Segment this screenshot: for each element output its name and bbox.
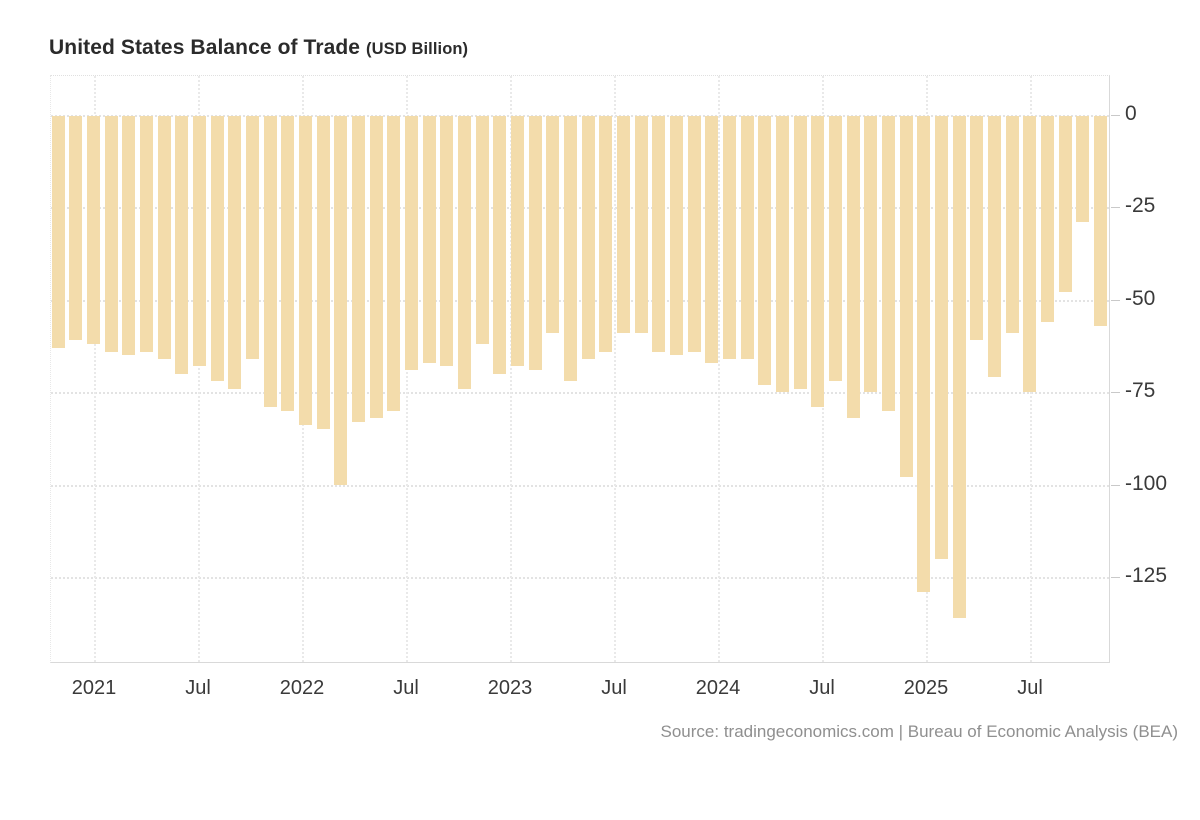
bar[interactable] [387, 116, 401, 411]
y-axis-tick-mark [1111, 207, 1120, 209]
bar[interactable] [139, 116, 153, 352]
bar[interactable] [546, 116, 560, 334]
bar[interactable] [952, 116, 966, 618]
bar[interactable] [687, 116, 701, 352]
h-gridline [51, 484, 1109, 487]
bar[interactable] [758, 116, 772, 385]
bar[interactable] [1023, 116, 1037, 393]
bar[interactable] [86, 116, 100, 345]
y-axis-tick-mark [1111, 392, 1120, 394]
bar[interactable] [793, 116, 807, 389]
bar[interactable] [616, 116, 630, 334]
bar[interactable] [316, 116, 330, 430]
v-gridline [94, 76, 96, 662]
bar[interactable] [157, 116, 171, 359]
x-axis-tick-label: Jul [601, 677, 627, 699]
bar[interactable] [457, 116, 471, 389]
v-gridline [198, 76, 200, 662]
bar[interactable] [652, 116, 666, 352]
y-axis-tick-label: -25 [1125, 194, 1156, 218]
bar[interactable] [722, 116, 736, 359]
bar[interactable] [1058, 116, 1072, 293]
bar[interactable] [740, 116, 754, 359]
bar[interactable] [51, 116, 65, 348]
bar[interactable] [705, 116, 719, 363]
x-axis-tick-label: Jul [1017, 677, 1043, 699]
bar[interactable] [917, 116, 931, 592]
h-gridline [51, 115, 1109, 117]
bar[interactable] [192, 116, 206, 367]
bar[interactable] [775, 116, 789, 393]
bar[interactable] [563, 116, 577, 382]
bar[interactable] [263, 116, 277, 407]
v-gridline [718, 76, 720, 662]
bar[interactable] [864, 116, 878, 393]
bar[interactable] [245, 116, 259, 359]
y-axis-tick-label: 0 [1125, 102, 1137, 126]
h-gridline [51, 577, 1109, 579]
bar[interactable] [210, 116, 224, 382]
bar[interactable] [334, 116, 348, 485]
y-axis-tick-mark [1111, 484, 1120, 486]
bar[interactable] [828, 116, 842, 382]
bar[interactable] [281, 116, 295, 411]
h-gridline [51, 392, 1109, 395]
y-axis-tick-mark [1111, 577, 1120, 578]
y-axis-tick-label: -75 [1125, 379, 1156, 403]
x-axis-tick-label: 2022 [279, 677, 325, 699]
bar[interactable] [581, 116, 595, 359]
bar[interactable] [422, 116, 436, 363]
bar[interactable] [510, 116, 524, 367]
h-gridline [51, 207, 1109, 210]
bar[interactable] [122, 116, 136, 356]
v-gridline [510, 76, 512, 662]
bar[interactable] [104, 116, 118, 352]
bar[interactable] [1040, 116, 1054, 322]
y-axis-tick-label: -100 [1125, 471, 1168, 495]
bar[interactable] [669, 116, 683, 356]
bar[interactable] [298, 116, 312, 426]
x-axis-tick-label: Jul [393, 677, 419, 699]
bar[interactable] [599, 116, 613, 352]
source-attribution: Source: tradingeconomics.com | Bureau of… [660, 722, 1178, 741]
bar[interactable] [1093, 116, 1107, 326]
bar[interactable] [369, 116, 383, 419]
bar[interactable] [970, 116, 984, 341]
bar[interactable] [634, 116, 648, 334]
bar[interactable] [440, 116, 454, 367]
chart-title-text: United States Balance of Trade [49, 36, 361, 59]
x-axis-tick-label: Jul [809, 677, 835, 699]
y-axis-tick-mark [1111, 299, 1120, 301]
y-axis-tick-mark [1111, 115, 1120, 116]
x-axis-tick-label: 2023 [487, 677, 533, 699]
plot-area: 0 -25 -50 -75 -100 -125 2021 Jul 2022 Jul 2023 Jul 2… [50, 75, 1167, 699]
x-axis-tick-label: 2025 [903, 677, 949, 699]
bar[interactable] [846, 116, 860, 419]
y-axis-tick-label: -125 [1125, 564, 1168, 588]
bar[interactable] [1005, 116, 1019, 334]
bar[interactable] [881, 116, 895, 411]
bar[interactable] [228, 116, 242, 389]
bar[interactable] [493, 116, 507, 374]
chart-subtitle: (USD Billion) [366, 40, 469, 58]
bar[interactable] [475, 116, 489, 345]
x-axis-tick-label: Jul [185, 677, 211, 699]
bar[interactable] [404, 116, 418, 371]
bar[interactable] [69, 116, 83, 341]
x-axis-tick-label: 2024 [695, 677, 741, 699]
y-axis-tick-label: -50 [1125, 286, 1156, 310]
v-gridline [614, 76, 616, 662]
chart-title: United States Balance of Trade (USD Bill… [49, 36, 468, 60]
bar[interactable] [811, 116, 825, 407]
bar[interactable] [987, 116, 1001, 378]
bar[interactable] [351, 116, 365, 422]
bar[interactable] [899, 116, 913, 478]
x-axis-tick-label: 2021 [71, 677, 117, 699]
bar[interactable] [175, 116, 189, 374]
bar[interactable] [528, 116, 542, 371]
bar[interactable] [1076, 116, 1090, 223]
h-gridline [51, 299, 1109, 302]
bar[interactable] [934, 116, 948, 559]
